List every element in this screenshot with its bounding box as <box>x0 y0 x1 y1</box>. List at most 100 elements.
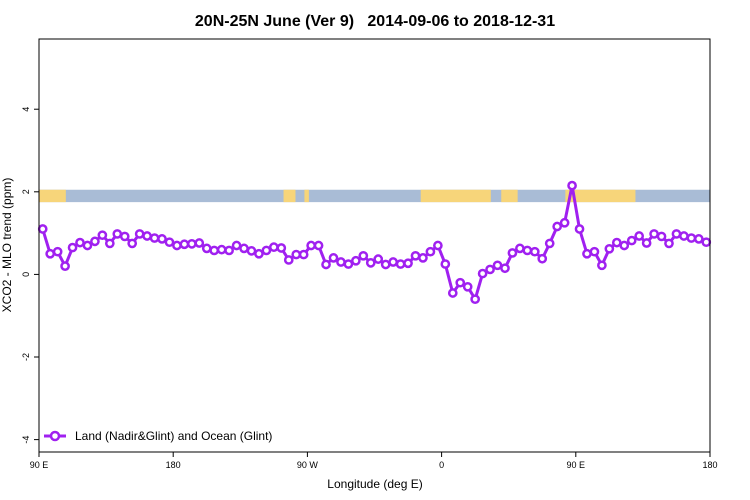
data-point <box>313 240 324 251</box>
data-point <box>209 245 220 256</box>
land-strip-segment <box>283 189 296 203</box>
data-point <box>507 248 518 258</box>
series-line <box>41 184 707 301</box>
data-point <box>112 229 123 239</box>
data-point <box>127 238 138 249</box>
data-point <box>276 243 287 253</box>
data-point <box>261 245 272 256</box>
land-strip-segment <box>304 189 309 203</box>
data-point <box>224 245 234 256</box>
data-point <box>45 248 56 259</box>
data-point <box>686 233 697 243</box>
y-tick-label: 2 <box>21 189 31 194</box>
x-axis: 90 E 180 90 W 0 90 E 180 <box>30 452 718 470</box>
data-point <box>679 231 689 241</box>
data-point <box>470 294 480 305</box>
data-point <box>52 246 63 257</box>
data-point <box>410 250 421 261</box>
data-point <box>589 246 600 257</box>
data-point <box>641 238 652 248</box>
data-point <box>395 259 406 269</box>
y-tick-label: 4 <box>21 107 31 112</box>
x-tick-label: 90 W <box>297 460 319 470</box>
data-point <box>269 242 279 253</box>
data-point <box>134 229 145 239</box>
data-point <box>90 236 100 247</box>
landmask-strip <box>39 189 710 203</box>
data-point <box>671 229 682 239</box>
data-point <box>619 240 630 251</box>
data-point <box>75 237 85 248</box>
data-point <box>388 257 398 267</box>
data-point <box>582 248 592 259</box>
data-point <box>440 259 451 269</box>
data-point <box>358 250 369 261</box>
x-tick-label: 90 E <box>30 460 49 470</box>
data-point <box>477 268 488 279</box>
data-point <box>455 277 466 288</box>
data-point <box>656 231 667 242</box>
series-line-layer <box>41 184 707 301</box>
data-point <box>82 240 93 251</box>
data-point <box>649 229 659 239</box>
data-point <box>328 253 339 263</box>
y-tick-label: -2 <box>21 353 31 361</box>
x-tick-label: 180 <box>702 460 717 470</box>
data-point <box>291 249 302 260</box>
data-point <box>186 238 197 249</box>
land-strip-segment <box>420 189 491 203</box>
data-point <box>515 243 525 254</box>
data-point <box>380 259 391 270</box>
chart-title: 20N-25N June (Ver 9) 2014-09-06 to 2018-… <box>195 13 555 30</box>
data-point <box>351 255 361 266</box>
x-axis-label: Longitude (deg E) <box>327 477 422 491</box>
data-point <box>67 242 78 253</box>
data-point <box>529 246 540 257</box>
y-axis: -4 -2 0 2 4 <box>21 107 39 444</box>
data-point <box>425 246 436 257</box>
data-point <box>239 243 249 254</box>
data-point <box>298 249 309 260</box>
data-point <box>447 288 458 298</box>
land-strip-segment <box>39 189 66 203</box>
data-point <box>231 240 242 251</box>
data-point <box>567 180 577 191</box>
data-point <box>142 231 152 241</box>
data-point <box>149 233 160 243</box>
data-point <box>522 245 533 256</box>
data-point <box>201 243 212 254</box>
data-point <box>254 248 264 259</box>
data-point <box>462 281 473 292</box>
data-point <box>246 246 257 256</box>
data-point <box>403 258 413 269</box>
data-point <box>559 217 570 228</box>
data-point <box>611 237 622 248</box>
plot-frame <box>38 38 711 453</box>
data-point <box>604 243 615 254</box>
data-point <box>365 257 376 268</box>
data-point <box>157 234 167 244</box>
data-point <box>485 264 495 275</box>
legend: Land (Nadir&Glint) and Ocean (Glint) <box>44 429 272 443</box>
data-point <box>373 254 384 264</box>
data-point <box>194 238 205 248</box>
data-point <box>552 221 563 232</box>
data-point <box>172 240 182 251</box>
data-point <box>634 231 645 241</box>
data-point <box>336 257 346 267</box>
x-tick-label: 0 <box>439 460 444 470</box>
x-tick-label: 180 <box>166 460 181 470</box>
x-tick-label: 90 E <box>567 460 586 470</box>
data-point <box>701 237 712 248</box>
data-point <box>574 224 585 234</box>
data-point <box>37 224 48 234</box>
y-axis-label: XCO2 - MLO trend (ppm) <box>0 178 14 313</box>
data-point <box>500 263 510 274</box>
data-point <box>179 239 190 250</box>
data-point <box>306 240 316 251</box>
data-point <box>544 238 555 249</box>
data-point <box>119 231 130 242</box>
data-point <box>597 260 607 271</box>
data-point <box>664 238 674 249</box>
data-point <box>433 240 443 251</box>
